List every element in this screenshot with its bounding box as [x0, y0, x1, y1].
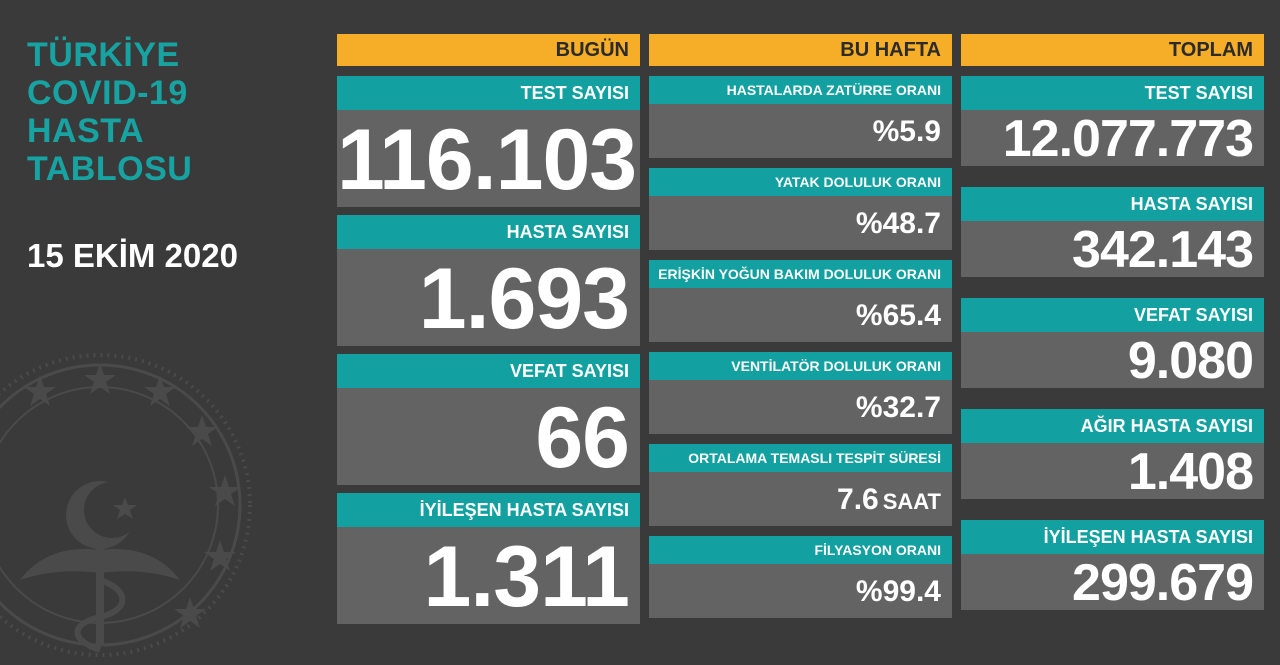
today-test-value: 116.103 [337, 110, 640, 208]
week-pneumonia-label: HASTALARDA ZATÜRRE ORANI [649, 76, 952, 104]
today-recovered-card: İYİLEŞEN HASTA SAYISI 1.311 [337, 493, 640, 625]
week-icu-occupancy-number: %65.4 [855, 299, 941, 332]
today-cases-label: HASTA SAYISI [337, 215, 640, 249]
ministry-emblem-watermark [0, 353, 252, 657]
total-deaths-value: 9.080 [961, 332, 1264, 390]
today-deaths-label: VEFAT SAYISI [337, 354, 640, 388]
today-test-card: TEST SAYISI 116.103 [337, 76, 640, 208]
week-bed-occupancy-value: %48.7 [649, 196, 952, 250]
total-cases-label: HASTA SAYISI [961, 187, 1264, 221]
today-header: BUGÜN [337, 34, 640, 66]
total-recovered-card: İYİLEŞEN HASTA SAYISI 299.679 [961, 520, 1264, 612]
week-header: BU HAFTA [649, 34, 952, 66]
week-ventilator-label: VENTİLATÖR DOLULUK ORANI [649, 352, 952, 380]
week-filiation-card: FİLYASYON ORANI %99.4 [649, 536, 952, 618]
today-cases-value: 1.693 [337, 249, 640, 347]
today-cases-card: HASTA SAYISI 1.693 [337, 215, 640, 347]
today-recovered-value: 1.311 [337, 527, 640, 625]
week-contact-time-card: ORTALAMA TEMASLI TESPİT SÜRESİ 7.6 SAAT [649, 444, 952, 526]
report-date: 15 EKİM 2020 [27, 237, 238, 274]
today-deaths-card: VEFAT SAYISI 66 [337, 354, 640, 486]
week-ventilator-value: %32.7 [649, 380, 952, 434]
total-severe-value: 1.408 [961, 443, 1264, 501]
title-line-4: TABLOSU [27, 150, 193, 188]
title-line-3: HASTA [27, 112, 145, 150]
total-recovered-value: 299.679 [961, 554, 1264, 612]
total-cases-card: HASTA SAYISI 342.143 [961, 187, 1264, 279]
total-test-label: TEST SAYISI [961, 76, 1264, 110]
week-filiation-label: FİLYASYON ORANI [649, 536, 952, 564]
title-block: TÜRKİYE COVID-19 HASTA TABLOSU [27, 36, 192, 188]
week-ventilator-number: %32.7 [855, 391, 941, 424]
week-icu-occupancy-card: ERİŞKİN YOĞUN BAKIM DOLULUK ORANI %65.4 [649, 260, 952, 342]
week-contact-time-unit: SAAT [882, 489, 941, 514]
total-deaths-card: VEFAT SAYISI 9.080 [961, 298, 1264, 390]
total-severe-label: AĞIR HASTA SAYISI [961, 409, 1264, 443]
week-icu-occupancy-value: %65.4 [649, 288, 952, 342]
week-bed-occupancy-number: %48.7 [855, 207, 941, 240]
week-bed-occupancy-card: YATAK DOLULUK ORANI %48.7 [649, 168, 952, 250]
total-severe-card: AĞIR HASTA SAYISI 1.408 [961, 409, 1264, 501]
total-deaths-label: VEFAT SAYISI [961, 298, 1264, 332]
week-contact-time-label: ORTALAMA TEMASLI TESPİT SÜRESİ [649, 444, 952, 472]
week-icu-occupancy-label: ERİŞKİN YOĞUN BAKIM DOLULUK ORANI [649, 260, 952, 288]
week-filiation-number: %99.4 [855, 575, 941, 608]
today-recovered-label: İYİLEŞEN HASTA SAYISI [337, 493, 640, 527]
week-pneumonia-card: HASTALARDA ZATÜRRE ORANI %5.9 [649, 76, 952, 158]
title-line-1: TÜRKİYE [27, 36, 180, 74]
week-filiation-value: %99.4 [649, 564, 952, 618]
week-contact-time-value: 7.6 SAAT [649, 472, 952, 526]
total-header: TOPLAM [961, 34, 1264, 66]
week-bed-occupancy-label: YATAK DOLULUK ORANI [649, 168, 952, 196]
week-pneumonia-number: %5.9 [872, 115, 941, 148]
today-test-label: TEST SAYISI [337, 76, 640, 110]
week-ventilator-card: VENTİLATÖR DOLULUK ORANI %32.7 [649, 352, 952, 434]
total-test-value: 12.077.773 [961, 110, 1264, 168]
week-contact-time-number: 7.6 [837, 483, 879, 516]
total-test-card: TEST SAYISI 12.077.773 [961, 76, 1264, 168]
total-recovered-label: İYİLEŞEN HASTA SAYISI [961, 520, 1264, 554]
today-deaths-value: 66 [337, 388, 640, 486]
title-line-2: COVID-19 [27, 74, 188, 112]
week-pneumonia-value: %5.9 [649, 104, 952, 158]
total-cases-value: 342.143 [961, 221, 1264, 279]
